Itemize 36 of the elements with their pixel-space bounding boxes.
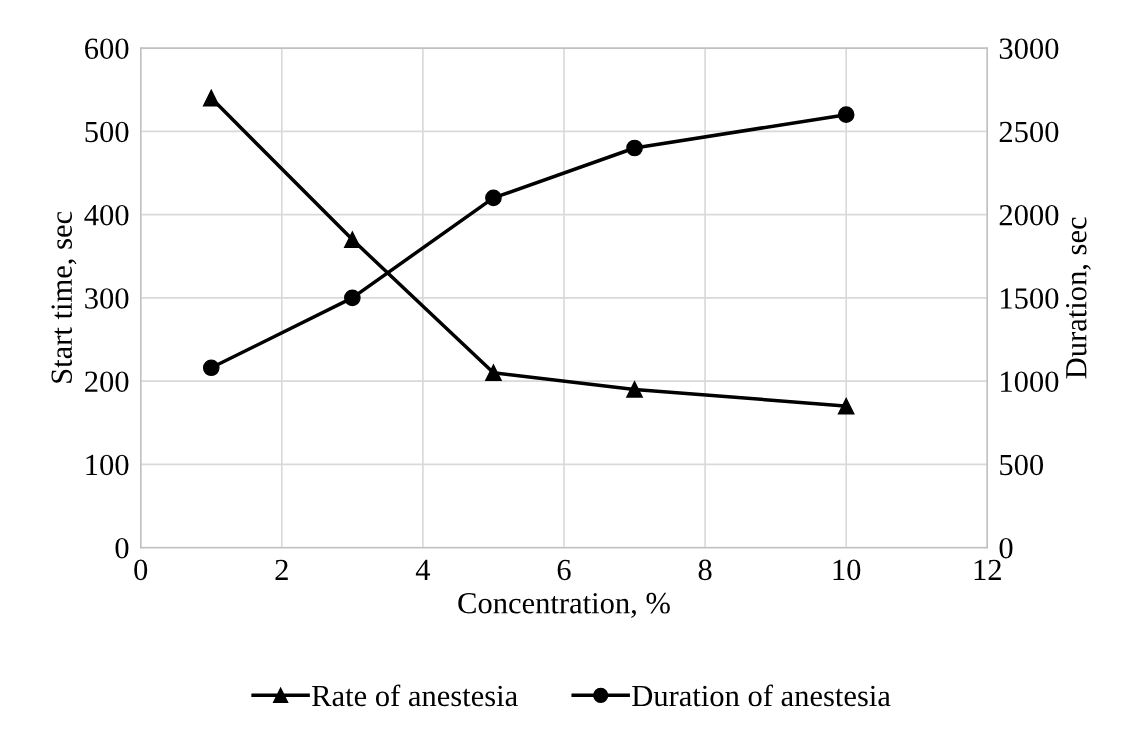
legend-label: Duration of anestesia: [632, 684, 891, 707]
point: [202, 359, 220, 377]
x-axis-title: Concentration, %: [458, 592, 670, 618]
y2-tick-label: 0: [999, 537, 1013, 559]
x-tick-label: 6: [557, 559, 571, 581]
point: [202, 89, 220, 107]
y2-axis-title: Duration, sec: [1066, 217, 1091, 379]
x-tick-label: 10: [833, 559, 861, 581]
y-tick-label: 500: [85, 121, 129, 143]
point: [837, 106, 855, 124]
y-axis-title: Start time, sec: [51, 211, 77, 383]
point: [485, 189, 502, 207]
y-tick-label: 300: [85, 288, 129, 309]
x-tick-label: 12: [974, 559, 1001, 580]
point: [344, 231, 361, 248]
y-tick-label: 600: [85, 38, 129, 59]
y-tick-label: 200: [85, 371, 129, 392]
point: [626, 139, 643, 157]
y-tick-label: 400: [84, 204, 129, 226]
y-tick-label: 0: [115, 537, 129, 559]
point: [837, 397, 855, 415]
x-tick-label: 8: [698, 559, 712, 581]
y2-tick-label: 2000: [999, 204, 1059, 226]
y2-tick-label: 1500: [1001, 288, 1059, 309]
point: [485, 364, 502, 382]
x-tick-label: 2: [275, 559, 288, 580]
y2-tick-label: 1000: [1001, 371, 1059, 392]
y2-tick-label: 3000: [999, 38, 1059, 59]
x-tick-label: 0: [134, 559, 148, 581]
y2-tick-label: 500: [1000, 454, 1044, 476]
y-tick-label: 100: [86, 454, 129, 476]
legend-label: Rate of anestesia: [312, 684, 518, 707]
y2-tick-label: 2500: [999, 121, 1059, 143]
point: [626, 381, 643, 398]
point: [344, 289, 361, 307]
x-tick-label: 4: [415, 559, 431, 580]
